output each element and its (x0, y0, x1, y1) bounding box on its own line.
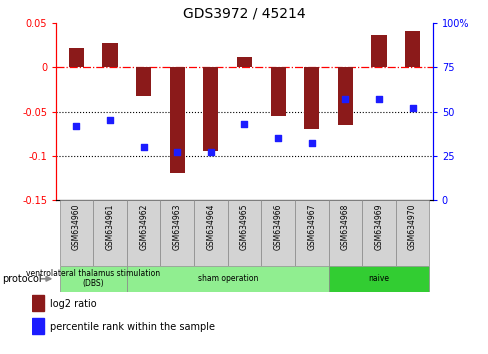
Bar (160, 200, 194, 266)
Text: GSM634962: GSM634962 (139, 203, 148, 250)
Bar (32, 318, 44, 335)
Bar (304, 67, 319, 129)
Bar (227, 200, 261, 266)
Text: GSM634961: GSM634961 (105, 203, 114, 250)
Bar (194, 200, 227, 266)
Point (173, 149, 181, 155)
Bar (328, 266, 428, 292)
Bar (136, 67, 151, 96)
Text: GSM634966: GSM634966 (273, 203, 282, 250)
Bar (395, 200, 428, 266)
Bar (237, 57, 251, 67)
Bar (404, 31, 419, 67)
Bar (126, 200, 160, 266)
Text: GSM634967: GSM634967 (306, 203, 316, 250)
Text: GSM634969: GSM634969 (374, 203, 383, 250)
Point (274, 135, 282, 141)
Bar (362, 200, 395, 266)
Bar (328, 200, 362, 266)
Text: GSM634968: GSM634968 (340, 203, 349, 250)
Text: log2 ratio: log2 ratio (50, 298, 97, 309)
Bar (32, 295, 44, 312)
Bar (126, 266, 328, 292)
Point (106, 118, 114, 123)
Bar (69, 48, 84, 67)
Point (206, 149, 214, 155)
Bar (270, 67, 285, 116)
Text: GSM634964: GSM634964 (206, 203, 215, 250)
Text: percentile rank within the sample: percentile rank within the sample (50, 321, 215, 332)
Point (307, 141, 315, 146)
Bar (169, 67, 184, 173)
Text: naive: naive (368, 274, 388, 283)
Point (240, 121, 248, 127)
Point (140, 144, 147, 150)
Bar (371, 34, 386, 67)
Title: GDS3972 / 45214: GDS3972 / 45214 (183, 6, 305, 21)
Point (72, 123, 80, 129)
Bar (261, 200, 294, 266)
Bar (60, 266, 126, 292)
Point (374, 96, 382, 102)
Point (341, 96, 348, 102)
Text: ventrolateral thalamus stimulation
(DBS): ventrolateral thalamus stimulation (DBS) (26, 269, 160, 289)
Bar (203, 67, 218, 152)
Text: GSM634960: GSM634960 (72, 203, 81, 250)
Bar (294, 200, 328, 266)
Text: protocol: protocol (2, 274, 42, 284)
Point (408, 105, 416, 111)
Text: GSM634965: GSM634965 (240, 203, 248, 250)
Bar (60, 200, 93, 266)
Text: GSM634970: GSM634970 (407, 203, 416, 250)
Bar (93, 200, 126, 266)
Bar (102, 44, 117, 67)
Text: GSM634963: GSM634963 (172, 203, 182, 250)
Bar (337, 67, 352, 125)
Text: sham operation: sham operation (197, 274, 257, 283)
